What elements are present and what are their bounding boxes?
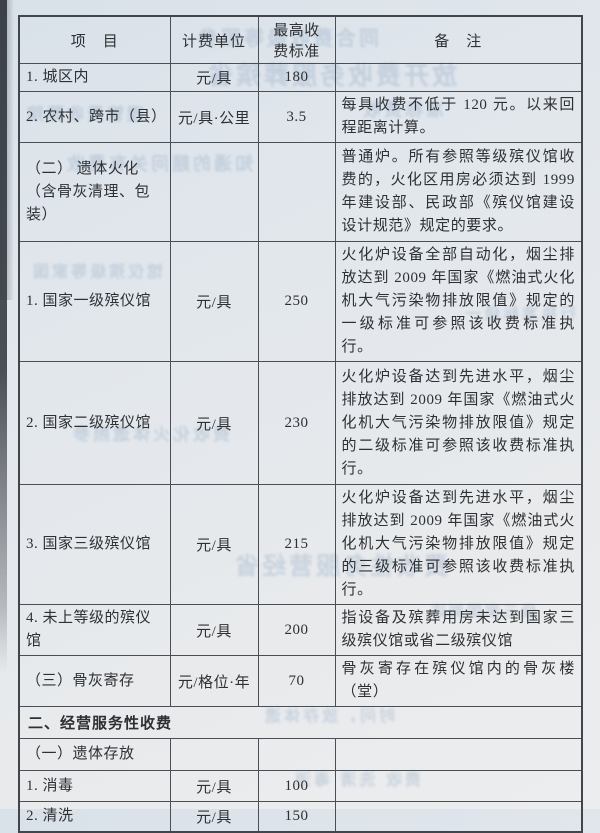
fee-standard-table: 项 目 计费单位 最高收 费标准 备 注 1. 城区内 元/具 180 2. 农… [18,15,583,833]
row-fee: 3.5 [257,91,336,143]
row-item: 1. 国家一级殡仪馆 [18,241,171,362]
row-fee: 70 [257,655,336,707]
table-row: 2. 农村、跨市（县） 元/具·公里 3.5 每具收费不低于 120 元。以来回… [18,91,583,143]
section-title: 二、经营服务性收费 [18,706,583,739]
row-item: 1. 消毒 [18,770,171,802]
row-unit: 元/具·公里 [169,91,259,143]
row-unit: 元/具 [169,801,259,832]
row-remark [334,63,583,92]
row-item: 2. 农村、跨市（县） [18,91,171,143]
row-item: 4. 未上等级的殡仪馆 [18,604,171,656]
table-row: 2. 清洗 元/具 150 [18,801,583,832]
table-row: （一）遗体存放 [18,738,583,771]
row-fee: 180 [257,63,336,92]
row-unit [169,738,259,771]
row-unit: 元/具 [169,770,259,802]
row-unit: 元/具 [169,484,259,605]
row-remark [334,738,583,771]
row-fee: 230 [257,361,336,485]
header-item: 项 目 [18,15,171,64]
table-row: 1. 消毒 元/具 100 [18,770,583,802]
row-unit: 元/格位·年 [169,655,259,707]
scan-edge-shadow-top [0,0,14,300]
row-unit: 元/具 [169,241,259,362]
row-item: 2. 国家二级殡仪馆 [18,361,171,485]
row-item: 1. 城区内 [18,63,171,92]
section-header-row: 二、经营服务性收费 [18,706,583,739]
row-remark: 骨灰寄存在殡仪馆内的骨灰楼（堂） [334,655,583,707]
table-row: 4. 未上等级的殡仪馆 元/具 200 指设备及殡葬用房未达到国家三级殡仪馆或省… [18,604,583,656]
table-row: 3. 国家三级殡仪馆 元/具 215 火化炉设备达到先进水平，烟尘排放达到 20… [18,484,583,605]
row-remark: 火化炉设备达到先进水平，烟尘排放达到 2009 年国家《燃油式火化机大气污染物排… [334,484,583,605]
row-fee: 215 [257,484,336,605]
row-remark [334,770,583,802]
row-remark: 火化炉设备达到先进水平，烟尘排放达到 2009 年国家《燃油式火化机大气污染物排… [334,361,583,485]
row-remark: 普通炉。所有参照等级殡仪馆收费的，火化区用房必须达到 1999 年建设部、民政部… [334,142,583,242]
row-fee: 200 [257,604,336,656]
row-fee [257,142,336,242]
row-unit [169,142,259,242]
header-unit: 计费单位 [169,15,259,64]
row-remark: 指设备及殡葬用房未达到国家三级殡仪馆或省二级殡仪馆 [334,604,583,656]
scanned-page: 同合费收级等照参 放开费收务服葬殡省 理管费收葬殡 准标费收 知通的题问关有费收 馆仪殡级… [0,0,583,833]
table-row: 1. 国家一级殡仪馆 元/具 250 火化炉设备全部自动化，烟尘排放达到 200… [18,241,583,362]
row-fee [257,738,336,771]
table-row: 2. 国家二级殡仪馆 元/具 230 火化炉设备达到先进水平，烟尘排放达到 20… [18,361,583,485]
row-fee: 250 [257,241,336,362]
row-item: （二） 遗体火化（含骨灰清理、包装） [18,142,171,242]
row-fee: 100 [257,770,336,802]
row-remark: 每具收费不低于 120 元。以来回程距离计算。 [334,91,583,143]
row-remark [334,801,583,832]
row-item: 2. 清洗 [18,801,171,832]
scan-edge-shadow [0,0,7,672]
row-item: 3. 国家三级殡仪馆 [18,484,171,605]
table-row: 1. 城区内 元/具 180 [18,63,583,92]
table-row: （三）骨灰寄存 元/格位·年 70 骨灰寄存在殡仪馆内的骨灰楼（堂） [18,655,583,707]
row-unit: 元/具 [169,63,259,92]
row-unit: 元/具 [169,361,259,485]
row-item: （三）骨灰寄存 [18,655,171,707]
row-unit: 元/具 [169,604,259,656]
row-fee: 150 [257,801,336,832]
row-remark: 火化炉设备全部自动化，烟尘排放达到 2009 年国家《燃油式火化机大气污染物排放… [334,241,583,362]
header-max-fee: 最高收 费标准 [257,15,336,64]
table-header-row: 项 目 计费单位 最高收 费标准 备 注 [18,15,583,64]
row-item: （一）遗体存放 [18,738,171,771]
table-row: （二） 遗体火化（含骨灰清理、包装） 普通炉。所有参照等级殡仪馆收费的，火化区用… [18,142,583,242]
header-remark: 备 注 [334,15,583,64]
